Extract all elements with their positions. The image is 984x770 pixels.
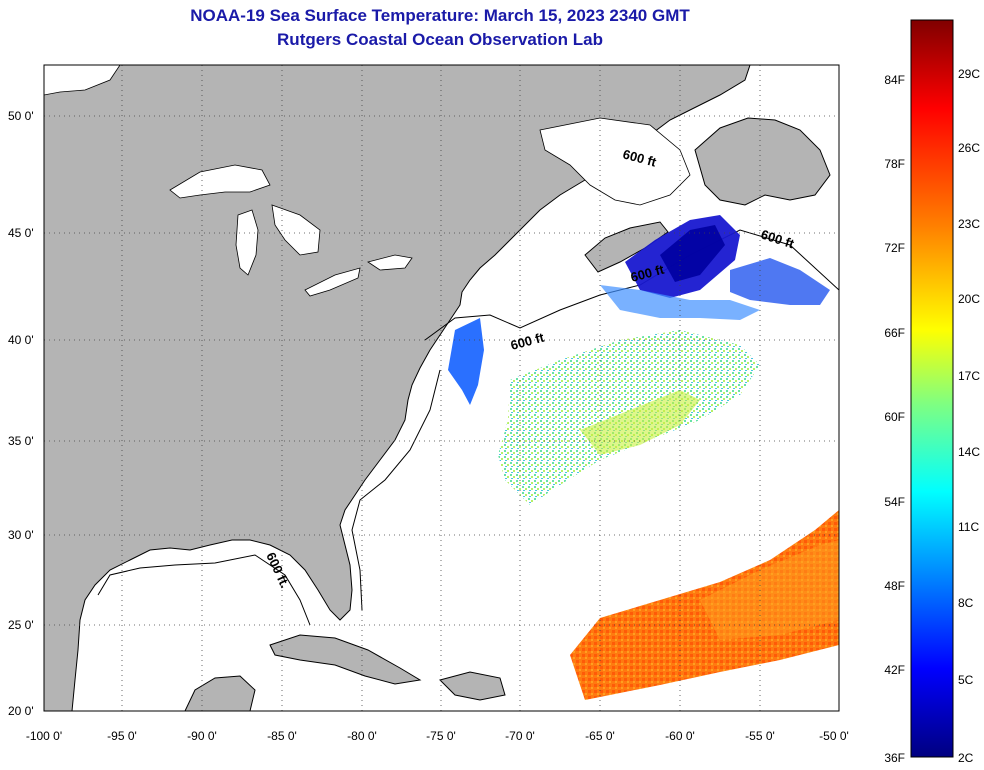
colorbar-f-label: 60F xyxy=(884,410,905,424)
colorbar-f-label: 54F xyxy=(884,495,905,509)
colorbar-c-label: 14C xyxy=(958,445,980,459)
lat-tick-label: 35 0' xyxy=(8,434,34,448)
lon-tick-label: -65 0' xyxy=(585,729,615,743)
colorbar xyxy=(910,19,954,758)
lat-tick-label: 45 0' xyxy=(8,226,34,240)
lat-tick-labels: 20 0' 25 0' 30 0' 35 0' 40 0' 45 0' 50 0… xyxy=(8,109,34,718)
colorbar-f-label: 72F xyxy=(884,241,905,255)
colorbar-c-label: 5C xyxy=(958,673,974,687)
colorbar-c-label: 17C xyxy=(958,369,980,383)
hispaniola-land xyxy=(439,671,506,701)
colorbar-f-label: 42F xyxy=(884,663,905,677)
colorbar-c-label: 26C xyxy=(958,141,980,155)
colorbar-f-label: 36F xyxy=(884,751,905,765)
colorbar-f-labels: 84F 78F 72F 66F 60F 54F 48F 42F 36F xyxy=(884,73,905,765)
sst-yellow-patch xyxy=(580,390,700,455)
colorbar-f-label: 66F xyxy=(884,326,905,340)
lake-huron xyxy=(271,204,321,256)
lon-tick-label: -80 0' xyxy=(347,729,377,743)
sst-blue-patch xyxy=(600,285,760,320)
gulf-st-lawrence xyxy=(539,117,691,206)
lon-tick-label: -55 0' xyxy=(745,729,775,743)
sst-cold-patch xyxy=(660,225,725,282)
yucatan-land xyxy=(184,675,256,711)
lon-tick-label: -75 0' xyxy=(426,729,456,743)
colorbar-c-label: 11C xyxy=(958,520,979,534)
depth-contour-line xyxy=(351,369,441,611)
lon-tick-label: -100 0' xyxy=(26,729,62,743)
colorbar-f-label: 48F xyxy=(884,579,905,593)
lake-ontario xyxy=(367,254,413,271)
lat-tick-label: 30 0' xyxy=(8,528,34,542)
colorbar-c-labels: 29C 26C 23C 20C 17C 14C 11C 8C 5C 2C xyxy=(958,67,980,765)
lon-tick-label: -95 0' xyxy=(107,729,137,743)
colorbar-c-label: 8C xyxy=(958,596,974,610)
colorbar-c-label: 29C xyxy=(958,67,980,81)
hudson-bay-edge xyxy=(44,65,121,96)
lon-tick-labels: -100 0' -95 0' -90 0' -85 0' -80 0' -75 … xyxy=(26,729,849,743)
lat-tick-label: 25 0' xyxy=(8,618,34,632)
depth-contour-line xyxy=(97,554,311,626)
lat-tick-label: 20 0' xyxy=(8,704,34,718)
lon-tick-label: -60 0' xyxy=(665,729,695,743)
map-frame xyxy=(43,64,840,712)
lon-tick-label: -90 0' xyxy=(187,729,217,743)
lat-tick-label: 50 0' xyxy=(8,109,34,123)
colorbar-c-label: 23C xyxy=(958,217,980,231)
lon-tick-label: -85 0' xyxy=(267,729,297,743)
colorbar-c-label: 2C xyxy=(958,751,974,765)
north-america-land xyxy=(44,65,751,711)
cuba-land xyxy=(269,634,422,685)
lon-tick-label: -50 0' xyxy=(819,729,849,743)
lake-erie xyxy=(304,267,361,297)
map-subtitle: Rutgers Coastal Ocean Observation Lab xyxy=(277,30,603,49)
nova-scotia-land xyxy=(584,221,669,273)
lake-michigan xyxy=(235,209,259,276)
lat-tick-label: 40 0' xyxy=(8,333,34,347)
sst-warm-overlay xyxy=(700,540,839,640)
map-title: NOAA-19 Sea Surface Temperature: March 1… xyxy=(190,6,690,25)
newfoundland-land xyxy=(694,117,831,206)
lake-superior xyxy=(169,164,271,199)
lon-tick-label: -70 0' xyxy=(505,729,535,743)
colorbar-c-label: 20C xyxy=(958,292,980,306)
colorbar-f-label: 84F xyxy=(884,73,905,87)
sst-blue-patch xyxy=(730,258,830,305)
colorbar-f-label: 78F xyxy=(884,157,905,171)
